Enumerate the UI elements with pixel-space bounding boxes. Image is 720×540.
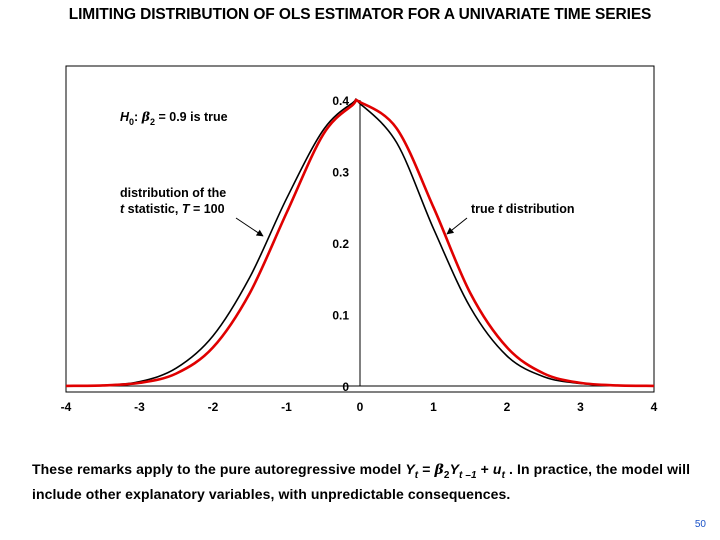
- hypothesis-beta-subscript: 2: [150, 117, 155, 127]
- red-label-pre: true: [471, 202, 498, 216]
- model-t: t: [414, 469, 419, 481]
- y-tick-labels: 0 0.1 0.2 0.3 0.4: [332, 94, 349, 394]
- hypothesis-label: H0: β2 = 0.9 is true: [120, 109, 228, 127]
- x-tick-label: -3: [134, 400, 145, 414]
- hypothesis-beta: β: [141, 109, 151, 124]
- series-lines: [65, 98, 655, 388]
- x-tick-label: 4: [651, 400, 658, 414]
- model-beta-subscript: 2: [443, 469, 450, 481]
- black-curve-label-line1: distribution of the: [120, 186, 226, 200]
- model-beta: β: [434, 462, 444, 478]
- x-tick-labels: -4 -3 -2 -1 0 1 2 3 4: [61, 400, 658, 414]
- black-label-value: = 100: [189, 202, 224, 216]
- hypothesis-h-subscript: 0: [129, 117, 134, 127]
- series-line-true-t: [65, 98, 655, 388]
- model-Y-lag: Y: [449, 461, 460, 477]
- red-curve-label: true t distribution: [471, 202, 574, 216]
- red-label-t: t: [498, 202, 503, 216]
- black-curve-arrow: [235, 217, 264, 237]
- model-plus: +: [476, 461, 493, 477]
- x-tick-label: 2: [504, 400, 511, 414]
- red-curve-arrow: [446, 217, 468, 235]
- remarks-part2: . In practice, the model will include ot…: [32, 461, 691, 502]
- x-tick-label: -2: [208, 400, 219, 414]
- red-label-post: distribution: [502, 202, 574, 216]
- model-t-minus-1: t –1: [459, 469, 477, 481]
- slide-title: LIMITING DISTRIBUTION OF OLS ESTIMATOR F…: [68, 6, 652, 23]
- black-label-T: T: [182, 202, 191, 216]
- hypothesis-h: H: [120, 110, 130, 124]
- hypothesis-rest: = 0.9 is true: [155, 110, 228, 124]
- remarks-part1: These remarks apply to the pure autoregr…: [32, 461, 406, 477]
- y-tick-label: 0.3: [332, 166, 349, 180]
- x-tick-label: 0: [357, 400, 364, 414]
- black-label-statistic: statistic,: [124, 202, 182, 216]
- model-Y: Y: [405, 461, 415, 477]
- y-tick-label: 0.4: [332, 94, 349, 108]
- x-tick-label: -4: [61, 400, 72, 414]
- y-tick-label: 0: [342, 380, 349, 394]
- black-curve-label-line2: t statistic, T = 100: [120, 202, 225, 216]
- black-label-t: t: [120, 202, 125, 216]
- plot-frame: [65, 65, 655, 393]
- x-tick-label: 1: [430, 400, 437, 414]
- y-tick-label: 0.1: [332, 309, 349, 323]
- y-tick-label: 0.2: [332, 237, 349, 251]
- model-u-t: t: [501, 469, 506, 481]
- model-u: u: [492, 461, 502, 477]
- x-tick-label: -1: [281, 400, 292, 414]
- remarks-text: These remarks apply to the pure autoregr…: [32, 460, 692, 504]
- page-number: 50: [694, 519, 706, 530]
- x-tick-label: 3: [577, 400, 584, 414]
- model-eq: =: [418, 461, 435, 477]
- hypothesis-colon: :: [134, 110, 142, 124]
